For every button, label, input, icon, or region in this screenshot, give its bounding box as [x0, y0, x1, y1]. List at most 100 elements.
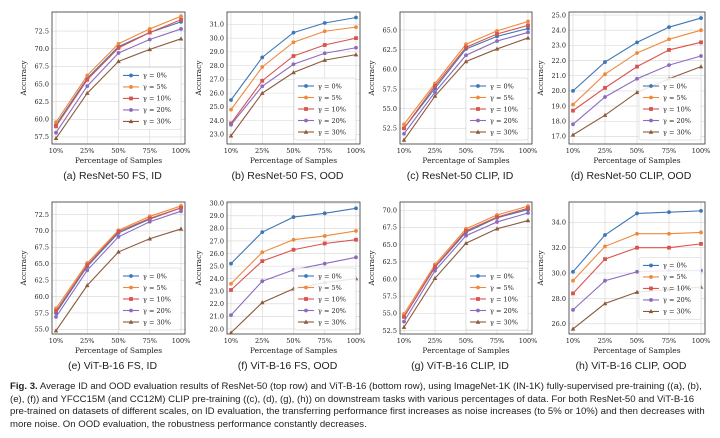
data-point — [259, 90, 265, 95]
y-axis-label: Accuracy — [194, 60, 203, 97]
y-tick-label: 30.0 — [552, 269, 566, 277]
data-point — [53, 135, 59, 141]
data-point — [526, 26, 530, 31]
legend: γ = 0% γ = 5% γ = 10% γ = 20% γ = 30% — [293, 267, 357, 331]
x-tick-label: 75% — [490, 147, 504, 155]
data-point — [603, 244, 607, 249]
data-point — [667, 48, 671, 52]
data-point — [401, 137, 407, 142]
data-point — [433, 264, 437, 269]
legend-marker — [648, 309, 654, 314]
data-point — [179, 209, 183, 214]
data-point — [260, 250, 265, 255]
y-tick-label: 21.0 — [210, 313, 224, 321]
x-tick-label: 50% — [459, 147, 473, 155]
y-tick-label: 72.5 — [35, 27, 49, 35]
data-point — [354, 229, 358, 233]
data-point — [260, 55, 265, 60]
legend-label: γ = 30% — [318, 318, 346, 326]
y-tick-label: 26.0 — [210, 250, 224, 258]
chart-b: 10% 25% 50% 75% 100% 23.0 24.0 25.0 26.0 27.0 28.0… — [194, 11, 365, 182]
subfigure-caption: (c) ResNet-50 CLIP, ID — [407, 170, 514, 182]
data-point — [354, 45, 358, 50]
legend-marker — [304, 107, 308, 111]
legend-marker — [649, 275, 653, 279]
data-point — [147, 216, 152, 221]
legend: γ = 0% γ = 5% γ = 10% γ = 20% γ = 30% — [638, 77, 702, 141]
data-point — [229, 288, 233, 292]
data-point — [571, 278, 575, 283]
x-tick-label: 100% — [692, 337, 711, 345]
data-point — [84, 283, 90, 288]
x-tick-label: 50% — [286, 337, 300, 345]
legend-marker — [649, 298, 653, 302]
data-point — [54, 124, 58, 129]
legend: γ = 0% γ = 5% γ = 10% γ = 20% γ = 30% — [118, 267, 182, 331]
x-tick-label: 75% — [490, 337, 504, 345]
data-point — [571, 307, 575, 312]
data-point — [402, 314, 406, 319]
y-tick-label: 70.0 — [383, 207, 397, 215]
data-point — [353, 52, 359, 57]
data-point — [179, 14, 183, 19]
x-tick-label: 10% — [397, 147, 411, 155]
data-point — [291, 40, 296, 45]
legend-marker — [475, 129, 481, 134]
x-tick-label: 25% — [428, 337, 442, 345]
data-point — [116, 46, 121, 50]
y-tick-label: 17.0 — [552, 133, 566, 141]
x-tick-label: 25% — [80, 337, 94, 345]
y-tick-label: 26.0 — [210, 89, 224, 97]
x-tick-label: 75% — [662, 337, 676, 345]
legend-label: γ = 5% — [143, 83, 167, 91]
legend-marker — [476, 95, 480, 100]
legend-label: γ = 20% — [143, 106, 171, 114]
x-tick-label: 50% — [630, 337, 644, 345]
y-tick-label: 18.0 — [552, 118, 566, 126]
data-point — [698, 64, 704, 69]
chart-c: 10% 25% 50% 75% 100% 52.5 55.0 57.5 60.0 62.5 65.0… — [367, 11, 537, 182]
legend-label: γ = 30% — [663, 308, 691, 316]
data-point — [116, 59, 121, 64]
legend-marker — [303, 319, 309, 324]
y-axis-label: Accuracy — [194, 250, 203, 287]
plot-frame — [226, 201, 361, 335]
data-point — [322, 21, 327, 25]
data-point — [228, 330, 234, 335]
y-tick-label: 30.0 — [210, 200, 224, 208]
data-point — [699, 54, 703, 58]
plot-frame — [568, 201, 706, 335]
data-point — [322, 51, 327, 56]
data-point — [464, 45, 468, 50]
legend-box — [118, 67, 182, 130]
legend-box — [638, 77, 702, 141]
legend-marker — [649, 84, 653, 88]
data-point — [699, 230, 703, 235]
legend-marker — [304, 274, 308, 278]
data-point — [495, 220, 499, 224]
data-point — [229, 122, 233, 127]
chart-f: 10% 25% 50% 75% 100% 20.0 21.0 22.0 23.0 24.0 25.0… — [194, 200, 365, 372]
data-point — [433, 268, 437, 273]
x-tick-label: 10% — [397, 337, 411, 345]
x-axis-label: Percentage of Samples — [75, 156, 162, 165]
data-point — [54, 120, 58, 125]
data-point — [402, 131, 406, 136]
data-point — [260, 259, 265, 263]
legend-label: γ = 5% — [143, 284, 167, 292]
subfigure-caption: (a) ResNet-50 FS, ID — [63, 170, 162, 182]
data-point — [571, 122, 575, 127]
legend-label: γ = 20% — [318, 117, 346, 125]
y-tick-label: 55.0 — [383, 310, 397, 318]
subfigure-caption: (d) ResNet-50 CLIP, OOD — [571, 170, 692, 182]
data-point — [116, 234, 121, 239]
x-tick-label: 25% — [598, 147, 612, 155]
legend-label: γ = 5% — [663, 94, 687, 102]
legend-marker — [649, 118, 653, 123]
y-tick-label: 29.0 — [210, 48, 224, 56]
y-tick-label: 57.5 — [383, 292, 397, 300]
data-point — [432, 93, 438, 98]
subfigure-caption: (g) ViT-B-16 CLIP, ID — [411, 360, 509, 372]
legend-label: γ = 10% — [318, 105, 346, 113]
legend-marker — [304, 297, 308, 301]
